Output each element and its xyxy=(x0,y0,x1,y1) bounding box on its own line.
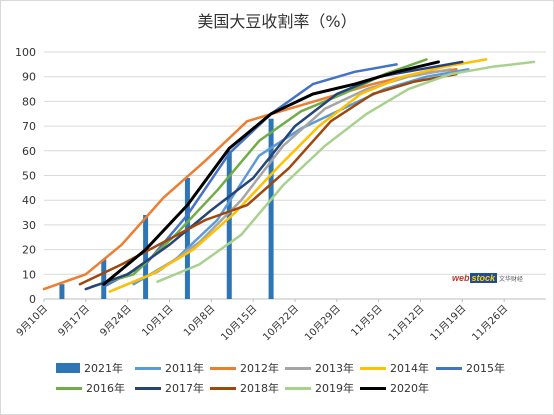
series-line-2020 xyxy=(102,60,440,286)
bar-2021 xyxy=(101,259,107,299)
x-tick-label: 10月29日 xyxy=(302,303,343,344)
series-line-2014 xyxy=(108,58,488,293)
series-line-2013 xyxy=(114,68,452,291)
legend-label: 2020年 xyxy=(390,382,429,395)
bar-2021 xyxy=(268,118,274,299)
logo-part-3: 文华财经 xyxy=(499,277,524,283)
logo-part-1: web xyxy=(452,273,470,283)
x-tick-label: 11月5日 xyxy=(349,303,385,339)
y-tick-label: 70 xyxy=(22,120,36,133)
legend-swatch xyxy=(360,386,386,390)
x-tick-label: 10月8日 xyxy=(181,303,217,339)
bar-2021 xyxy=(226,150,232,299)
webstock-logo: web stock 文华财经 xyxy=(452,273,523,283)
x-tick-label: 9月17日 xyxy=(56,303,92,339)
series-line-2012 xyxy=(42,68,458,291)
y-tick-label: 90 xyxy=(22,71,36,84)
legend-item-2015: 2015年 xyxy=(436,360,505,376)
legend-item-2021: 2021年 xyxy=(56,360,123,376)
x-tick-label: 10月22日 xyxy=(260,303,301,344)
legend-swatch xyxy=(360,366,386,370)
legend-label: 2012年 xyxy=(240,362,279,375)
legend-swatch xyxy=(285,386,311,390)
legend-item-2011: 2011年 xyxy=(135,360,204,376)
legend-item-2016: 2016年 xyxy=(56,380,125,396)
legend-swatch xyxy=(210,386,236,390)
x-tick-label: 11月12日 xyxy=(386,303,427,344)
legend-swatch xyxy=(436,366,462,370)
legend-label: 2021年 xyxy=(84,362,123,375)
legend-item-2013: 2013年 xyxy=(285,360,354,376)
legend-label: 2015年 xyxy=(466,362,505,375)
x-tick-label: 11月26日 xyxy=(470,303,511,344)
y-tick-label: 0 xyxy=(29,293,36,306)
y-tick-label: 60 xyxy=(22,145,36,158)
y-tick-label: 40 xyxy=(22,194,36,207)
y-tick-label: 30 xyxy=(22,219,36,232)
x-tick-label: 10月1日 xyxy=(139,303,175,339)
y-tick-label: 10 xyxy=(22,268,36,281)
legend-item-2017: 2017年 xyxy=(135,380,204,396)
x-tick-label: 9月24日 xyxy=(98,303,134,339)
legend-label: 2017年 xyxy=(165,382,204,395)
x-tick-label: 10月15日 xyxy=(219,303,260,344)
legend-swatch xyxy=(56,363,80,373)
bar-2021 xyxy=(59,284,65,299)
legend-label: 2019年 xyxy=(315,382,354,395)
legend-swatch xyxy=(135,366,161,370)
y-tick-label: 20 xyxy=(22,244,36,257)
legend-item-2019: 2019年 xyxy=(285,380,354,396)
legend-item-2012: 2012年 xyxy=(210,360,279,376)
series-line-2019 xyxy=(156,60,536,283)
series-line-2017 xyxy=(84,60,464,291)
chart-title: 美国大豆收割率（%） xyxy=(197,12,357,31)
y-tick-label: 100 xyxy=(15,46,36,59)
y-tick-label: 80 xyxy=(22,95,36,108)
x-tick-label: 9月10日 xyxy=(14,303,50,339)
legend-item-2018: 2018年 xyxy=(210,380,279,396)
legend-item-2014: 2014年 xyxy=(360,360,429,376)
legend-swatch xyxy=(135,386,161,390)
legend-swatch xyxy=(210,366,236,370)
legend-swatch xyxy=(56,386,82,390)
bar-2021 xyxy=(184,177,190,299)
legend-label: 2011年 xyxy=(165,362,204,375)
x-tick-label: 11月19日 xyxy=(428,303,469,344)
y-tick-label: 50 xyxy=(22,170,36,183)
bar-2021 xyxy=(143,215,149,299)
legend-label: 2014年 xyxy=(390,362,429,375)
legend-label: 2013年 xyxy=(315,362,354,375)
legend-item-2020: 2020年 xyxy=(360,380,429,396)
legend-label: 2016年 xyxy=(86,382,125,395)
logo-part-2: stock xyxy=(469,273,498,283)
legend-label: 2018年 xyxy=(240,382,279,395)
legend-swatch xyxy=(285,366,311,370)
